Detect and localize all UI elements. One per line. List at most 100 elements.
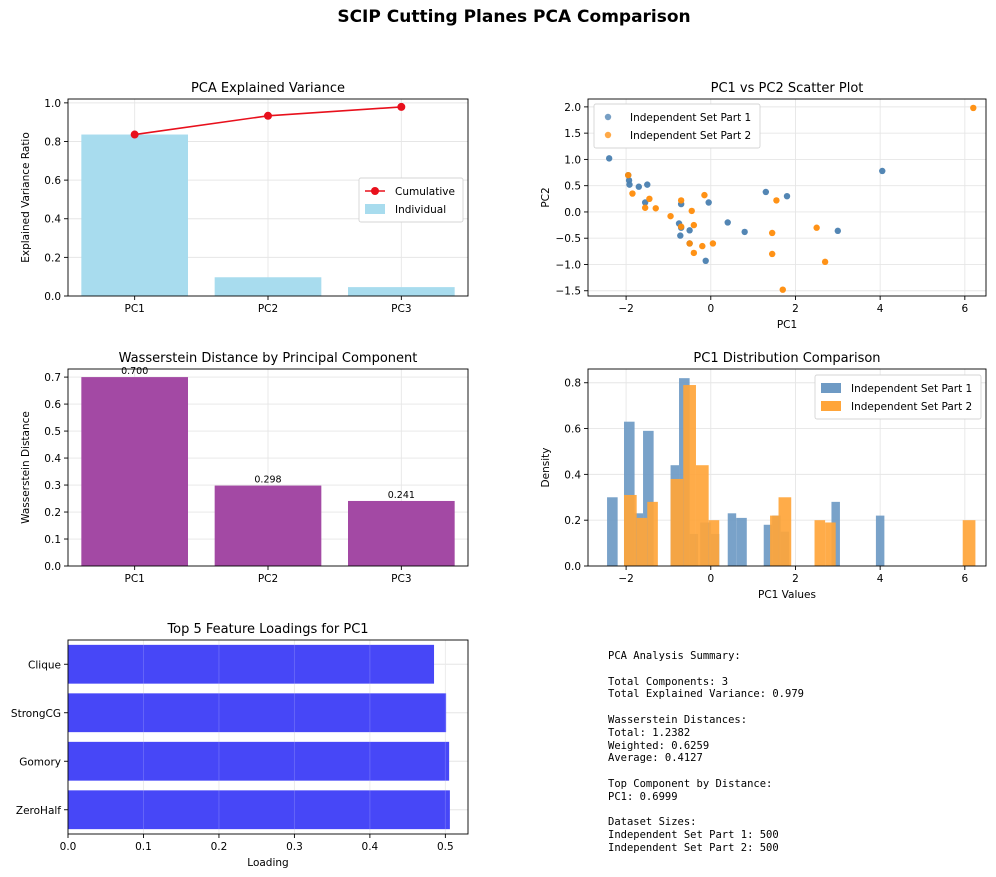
summary-line: Top Component by Distance:: [608, 777, 773, 790]
hist-bar-series-2: [770, 515, 779, 566]
y-tick-label: −0.5: [556, 233, 582, 245]
legend-label: Cumulative: [395, 186, 455, 198]
summary-spacer: [608, 765, 804, 778]
scatter-point-series-2: [641, 204, 649, 211]
summary-spacer: [608, 701, 804, 714]
legend-box: [814, 374, 982, 420]
x-tick-label: 6: [961, 303, 968, 315]
x-axis-label: PC1: [777, 319, 797, 331]
scatter-point-series-2: [773, 197, 780, 204]
chart-scatter: PC1 vs PC2 Scatter Plot PC2 PC1 −1.5 −1.0 −0.…: [540, 81, 987, 331]
scatter-point-series-2: [768, 229, 776, 237]
scatter-point-series-1: [834, 227, 842, 235]
feature-label: StrongCG: [11, 708, 61, 720]
scatter-point-series-1: [605, 155, 613, 162]
summary-line: Dataset Sizes:: [608, 816, 697, 829]
hist-bar-series-2: [825, 522, 836, 566]
y-tick-label: 0.8: [564, 378, 581, 390]
chart-title: PC1 vs PC2 Scatter Plot: [711, 81, 864, 96]
y-tick-label: 0.0: [44, 561, 61, 573]
y-tick-label: 0.0: [564, 207, 581, 219]
scatter-point-series-1: [724, 219, 731, 226]
y-tick-label: 1.0: [44, 98, 61, 110]
scatter-point-series-1: [686, 227, 693, 234]
x-tick-label: 0.0: [60, 841, 77, 853]
y-tick-label: 0.5: [564, 181, 581, 193]
scatter-point-series-2: [652, 205, 659, 212]
loading-bar-gomory: [68, 741, 450, 781]
y-tick-label: 0.1: [44, 534, 61, 546]
scatter-point-series-1: [626, 181, 633, 188]
y-tick-label: −1.0: [556, 259, 582, 271]
y-axis-label: Wasserstein Distance: [20, 411, 32, 524]
scatter-point-series-2: [646, 195, 653, 203]
category-label: PC3: [391, 573, 411, 585]
scatter-point-series-2: [625, 171, 632, 179]
scatter-point-series-1: [702, 257, 709, 265]
axes-frame: [67, 639, 469, 835]
hist-bar-series-2: [962, 520, 976, 566]
hist-bar-series-1: [727, 513, 737, 566]
hist-bar-series-2: [623, 494, 637, 566]
cumulative-point-pc3: [397, 102, 406, 111]
summary-line: Independent Set Part 1: 500: [608, 829, 779, 842]
chart-title: PCA Explained Variance: [191, 81, 345, 96]
y-tick-label: 0.8: [44, 136, 61, 148]
legend-label: Individual: [395, 204, 446, 216]
scatter-point-series-1: [879, 167, 886, 175]
scatter-point-series-1: [783, 192, 791, 200]
scatter-point-series-1: [762, 188, 770, 196]
hist-bar-series-1: [623, 421, 635, 566]
hist-bar-series-1: [763, 524, 773, 566]
summary-line: Total Components: 3: [608, 675, 729, 688]
hist-bar-series-2: [708, 520, 720, 566]
scatter-point-series-1: [641, 199, 649, 206]
y-tick-label: 0.7: [44, 372, 61, 384]
legend-swatch: [821, 401, 841, 411]
hist-bar-series-1: [643, 430, 654, 566]
x-tick-label: 0.2: [211, 841, 228, 853]
y-tick-label: 0.4: [44, 214, 61, 226]
feature-label: Gomory: [19, 756, 61, 768]
x-tick-label: 0: [707, 573, 714, 585]
hist-bar-series-1: [607, 497, 618, 566]
scatter-point-series-2: [667, 212, 674, 220]
y-axis-label: Explained Variance Ratio: [20, 132, 32, 263]
scatter-point-series-1: [741, 228, 748, 236]
cumulative-point-pc1: [130, 130, 139, 139]
bar-individual-pc1: [81, 134, 188, 296]
chart-title: Top 5 Feature Loadings for PC1: [166, 622, 368, 637]
chart-title: Wasserstein Distance by Principal Compon…: [119, 351, 418, 366]
scatter-point-series-2: [768, 250, 776, 258]
legend-label: Independent Set Part 1: [851, 383, 972, 395]
feature-label: Clique: [28, 659, 61, 671]
scatter-point-series-1: [644, 181, 651, 188]
axes-frame: [587, 98, 987, 297]
scatter-point-series-2: [709, 240, 717, 247]
x-axis-label: PC1 Values: [758, 589, 816, 601]
summary-line: PCA Analysis Summary:: [608, 650, 741, 662]
x-tick-label: 0.5: [437, 841, 454, 853]
category-label: PC3: [391, 303, 411, 315]
scatter-point-series-2: [677, 197, 685, 204]
hist-bar-series-2: [670, 478, 684, 566]
summary-line: Total Explained Variance: 0.979: [608, 688, 804, 701]
bar-wasserstein-pc2: [214, 485, 322, 566]
y-tick-label: 0.5: [44, 426, 61, 438]
loading-bar-clique: [68, 644, 435, 684]
scatter-point-series-2: [821, 258, 829, 266]
x-tick-label: −2: [618, 573, 633, 585]
scatter-point-series-1: [635, 183, 643, 190]
x-tick-label: 0.1: [135, 841, 152, 853]
chart-wasserstein: Wasserstein Distance by Principal Compon…: [20, 351, 469, 585]
bar-value-label: 0.241: [388, 490, 415, 501]
summary-line: Wasserstein Distances:: [608, 713, 748, 726]
loading-bar-zerohalf: [68, 790, 450, 830]
chart-feature_loadings: Top 5 Feature Loadings for PC1 Loading 0.0…: [11, 622, 469, 869]
y-tick-label: 0.4: [564, 469, 581, 481]
hist-bar-series-2: [636, 517, 648, 566]
legend-swatch: [365, 204, 385, 214]
legend-marker: [371, 187, 379, 195]
y-tick-label: 0.2: [44, 507, 61, 519]
y-tick-label: 1.0: [564, 154, 581, 166]
